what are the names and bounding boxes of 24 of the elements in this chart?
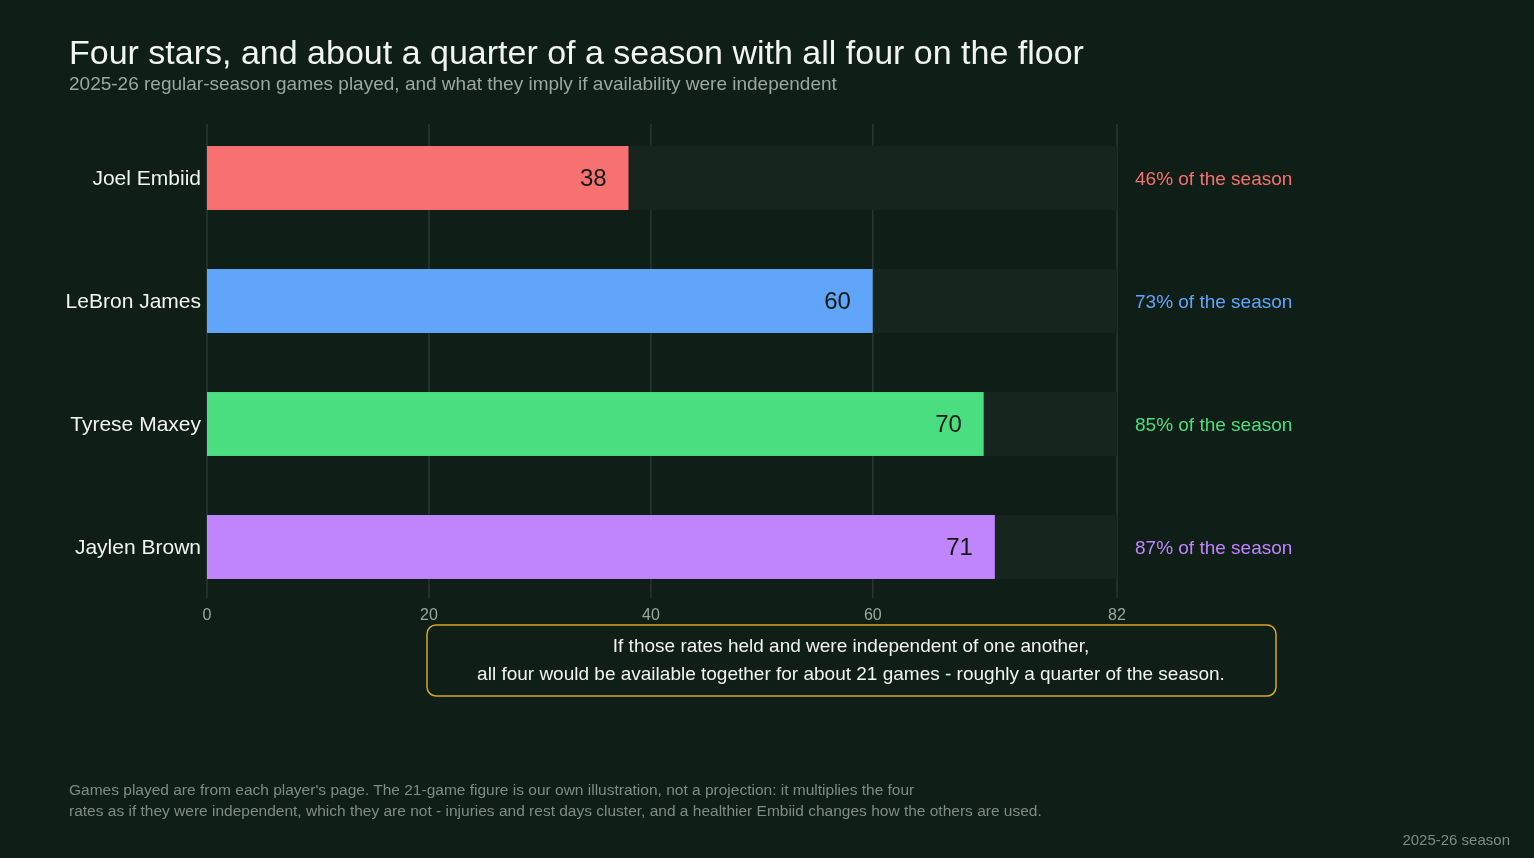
bar bbox=[628, 146, 1117, 210]
text: 46% of the season bbox=[1135, 167, 1293, 189]
y-tick-label: LeBron James bbox=[65, 289, 201, 313]
data-label: 38 bbox=[580, 164, 607, 192]
data-label: 60 bbox=[824, 287, 851, 315]
text: If those rates held and were independent of one another, all four would be available together for about 21 games - roughly a quarter of the season. bbox=[477, 635, 1225, 684]
x-tick-label: 82 bbox=[1108, 606, 1126, 623]
text: 87% of the season bbox=[1135, 536, 1293, 558]
chart-subtitle: 2025-26 regular-season games played, and what they imply if availability were independent bbox=[69, 73, 838, 94]
x-tick-label: 0 bbox=[202, 606, 212, 623]
chart-title: Four stars, and about a quarter of a season with all four on the floor bbox=[69, 33, 1084, 71]
x-tick-label: 60 bbox=[863, 606, 882, 623]
y-tick-label: Jaylen Brown bbox=[74, 535, 201, 559]
data-label: 71 bbox=[946, 533, 973, 561]
y-tick-label: Joel Embiid bbox=[92, 166, 201, 190]
bar bbox=[207, 146, 629, 210]
x-tick-label: 40 bbox=[642, 606, 660, 623]
text: Games played are from each player's page. The 21-game figure is our own illustration, not a projection: it multiplies the four rates as if they were independent, which they are not - injuries and rest days cluster, and a healthier Embiid changes how the others are used. bbox=[69, 781, 1042, 819]
data-label: 70 bbox=[935, 410, 962, 438]
text: 73% of the season bbox=[1135, 290, 1293, 312]
x-tick-label: 20 bbox=[420, 606, 438, 623]
text: 85% of the season bbox=[1135, 413, 1293, 435]
text: 2025-26 season bbox=[1402, 831, 1510, 848]
y-tick-label: Tyrese Maxey bbox=[70, 412, 202, 436]
